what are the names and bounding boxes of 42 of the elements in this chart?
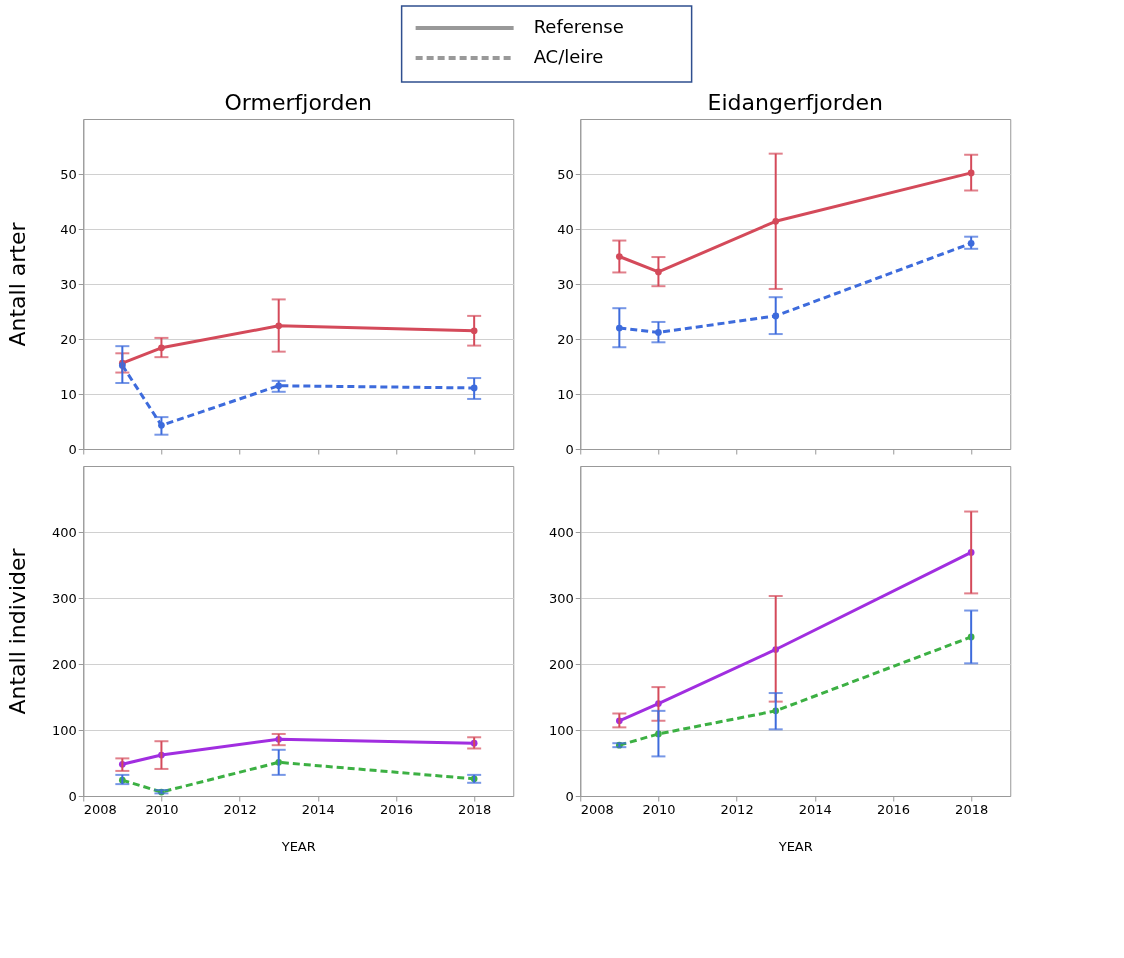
y-tick-label: 0: [68, 788, 77, 804]
x-tick-label: 2016: [379, 801, 414, 817]
x-tick-label: 2016: [876, 801, 911, 817]
x-tick-label: 2008: [83, 801, 117, 817]
y-tick-label: 400: [51, 524, 77, 540]
y-tick-label: 200: [548, 656, 574, 672]
y-tick-label: 100: [548, 722, 574, 738]
y-tick-label: 30: [557, 276, 574, 292]
y-axis-title: Antall individer: [4, 547, 30, 715]
x-tick-label: 2010: [145, 801, 179, 817]
y-tick-label: 400: [548, 524, 574, 540]
y-tick-label: 200: [51, 656, 77, 672]
y-tick-label: 50: [60, 166, 77, 182]
x-tick-label: 2014: [798, 801, 832, 817]
x-axis-title: YEAR: [280, 838, 316, 854]
x-tick-label: 2012: [720, 801, 754, 817]
chart-title: Ormerfjorden: [224, 90, 372, 115]
y-tick-label: 0: [565, 441, 574, 457]
y-tick-label: 0: [68, 441, 77, 457]
text: AC/leire: [533, 46, 604, 67]
y-tick-label: 100: [51, 722, 77, 738]
x-tick-label: 2018: [955, 801, 989, 817]
y-tick-label: 10: [557, 386, 574, 402]
y-axis-title: Antall arter: [4, 221, 30, 347]
text: Referense: [533, 16, 624, 37]
x-tick-label: 2014: [301, 801, 335, 817]
x-tick-label: 2008: [580, 801, 614, 817]
y-tick-label: 40: [557, 221, 574, 237]
x-tick-label: 2012: [223, 801, 257, 817]
x-axis-title: YEAR: [777, 838, 813, 854]
y-tick-label: 20: [557, 331, 574, 347]
chart-title: Eidangerfjorden: [707, 90, 883, 115]
x-tick-label: 2018: [458, 801, 492, 817]
y-tick-label: 10: [60, 386, 77, 402]
x-tick-label: 2010: [642, 801, 676, 817]
y-tick-label: 40: [60, 221, 77, 237]
y-tick-label: 0: [565, 788, 574, 804]
y-tick-label: 50: [557, 166, 574, 182]
y-tick-label: 300: [548, 590, 574, 606]
y-tick-label: 20: [60, 331, 77, 347]
y-tick-label: 300: [51, 590, 77, 606]
y-tick-label: 30: [60, 276, 77, 292]
